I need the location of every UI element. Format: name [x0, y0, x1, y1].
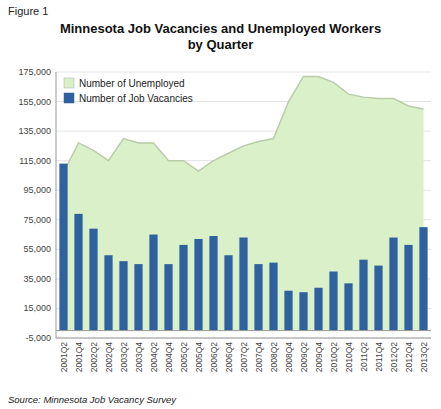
y-tick-label: 75,000 — [23, 215, 51, 225]
x-tick-label: 2007Q2 — [239, 342, 249, 373]
x-tick-label: 2001Q2 — [59, 342, 69, 373]
bar — [119, 261, 127, 330]
x-tick-label: 2011Q2 — [359, 342, 369, 372]
x-tick-label: 2005Q4 — [194, 342, 204, 373]
x-tick-label: 2003Q2 — [119, 342, 129, 373]
bar — [344, 283, 352, 330]
y-tick-label: 15,000 — [23, 303, 51, 313]
bar — [164, 264, 172, 331]
x-axis-line — [56, 338, 431, 339]
bar — [74, 214, 82, 331]
x-tick-label: 2004Q4 — [164, 342, 174, 373]
y-tick-label: 115,000 — [19, 156, 51, 166]
x-tick-label: 2002Q4 — [104, 342, 114, 373]
x-tick-label: 2008Q4 — [284, 342, 294, 373]
x-tick-label: 2002Q2 — [89, 342, 99, 373]
x-tick-label: 2013Q2 — [419, 342, 429, 373]
x-tick-label: 2003Q4 — [134, 342, 144, 373]
bar — [254, 264, 262, 331]
bar — [59, 164, 67, 331]
x-tick-label: 2005Q2 — [179, 342, 189, 373]
legend-label: Number of Job Vacancies — [79, 93, 193, 104]
x-tick-label: 2012Q2 — [389, 342, 399, 373]
y-tick-label: 95,000 — [23, 185, 51, 195]
legend: Number of Unemployed Number of Job Vacanc… — [64, 78, 193, 104]
bar — [179, 245, 187, 331]
grid-line — [56, 338, 431, 339]
bar — [404, 245, 412, 331]
x-tick-label: 2001Q4 — [74, 342, 84, 373]
y-tick-label: 155,000 — [18, 97, 51, 107]
bar — [329, 272, 337, 331]
x-tick-label: 2012Q4 — [404, 342, 414, 373]
y-tick-label: -5,000 — [25, 333, 51, 343]
source-note: Source: Minnesota Job Vacancy Survey — [8, 394, 177, 405]
y-tick-label: 135,000 — [18, 126, 51, 136]
x-tick-label: 2010Q2 — [329, 342, 339, 373]
bar — [224, 255, 232, 330]
bar — [419, 227, 427, 330]
title-line: by Quarter — [188, 37, 254, 52]
bar — [284, 291, 292, 331]
x-tick-label: 2006Q4 — [224, 342, 234, 373]
bar — [194, 239, 202, 331]
x-tick-label: 2011Q4 — [374, 342, 384, 372]
area-edge — [64, 76, 424, 172]
bar — [89, 229, 97, 331]
bar — [209, 236, 217, 331]
legend-swatch — [64, 93, 74, 103]
x-tick-label: 2004Q2 — [149, 342, 159, 373]
bar — [359, 260, 367, 331]
bar — [104, 255, 112, 330]
grid — [56, 72, 431, 338]
x-tick-label: 2006Q2 — [209, 342, 219, 373]
bar — [269, 263, 277, 331]
bar — [149, 235, 157, 331]
x-tick-label: 2010Q4 — [344, 342, 354, 373]
zero-line — [56, 330, 431, 331]
plot-area — [59, 76, 427, 330]
chart: Figure 1 Source: Minnesota Job Vacancy Su… — [0, 0, 441, 409]
bar — [299, 292, 307, 330]
bar — [239, 238, 247, 331]
figure-label: Figure 1 — [8, 5, 48, 17]
x-tick-label: 2009Q2 — [299, 342, 309, 373]
y-tick-label: 35,000 — [23, 274, 51, 284]
legend-label: Number of Unemployed — [79, 78, 185, 89]
x-tick-label: 2009Q4 — [314, 342, 324, 373]
bar — [374, 266, 382, 331]
y-tick-label: 175,000 — [18, 67, 51, 77]
y-axis-line — [56, 72, 57, 338]
x-tick-label: 2008Q2 — [269, 342, 279, 373]
x-tick-label: 2007Q4 — [254, 342, 264, 373]
y-tick-label: 55,000 — [23, 244, 51, 254]
grid-line — [56, 72, 431, 73]
title-line: Minnesota Job Vacancies and Unemployed W… — [60, 21, 381, 36]
legend-swatch — [64, 78, 74, 88]
bar — [389, 238, 397, 331]
bar — [134, 264, 142, 331]
bar — [314, 288, 322, 331]
area — [64, 76, 424, 330]
title: Minnesota Job Vacancies and Unemployed W… — [60, 21, 381, 52]
